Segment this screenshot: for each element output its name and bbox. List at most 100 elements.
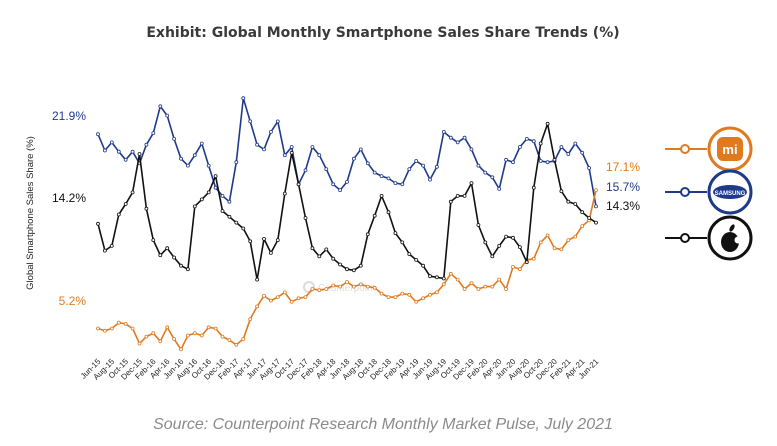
apple-point: [296, 182, 301, 187]
xiaomi-point: [351, 284, 356, 289]
svg-text:mi: mi: [722, 142, 737, 157]
xiaomi-point: [123, 321, 128, 326]
apple-point: [172, 255, 177, 260]
watermark-text: Counterpoint: [318, 283, 375, 294]
apple-point: [504, 234, 509, 239]
legend-item-apple: [665, 215, 753, 261]
xiaomi-point: [199, 333, 204, 338]
apple-point: [448, 199, 453, 204]
apple-point: [524, 260, 529, 265]
apple-point: [103, 248, 107, 253]
xiaomi-point: [421, 296, 426, 301]
xiaomi-point: [566, 238, 571, 243]
apple-point: [262, 236, 266, 241]
samsung-point: [241, 96, 246, 101]
xiaomi-point: [448, 271, 453, 276]
apple-point: [511, 235, 515, 240]
xiaomi-point: [179, 347, 183, 352]
samsung-point: [220, 193, 225, 198]
apple-point: [538, 141, 543, 146]
apple-point: [310, 246, 315, 251]
xiaomi-point: [580, 224, 585, 229]
samsung-series: [96, 96, 598, 209]
apple-point: [317, 254, 322, 259]
xiaomi-first-label: 5.2%: [59, 294, 87, 308]
xiaomi-point: [559, 247, 564, 252]
samsung-point: [213, 185, 218, 190]
xiaomi-point: [386, 295, 391, 300]
samsung-point: [524, 136, 529, 141]
samsung-point: [497, 186, 502, 191]
samsung-point: [386, 176, 391, 181]
apple-point: [227, 214, 232, 219]
xiaomi-point: [310, 287, 315, 291]
apple-point: [241, 226, 246, 231]
xiaomi-point: [158, 339, 163, 344]
samsung-point: [282, 153, 287, 158]
samsung-point: [414, 159, 419, 163]
apple-point: [393, 231, 398, 236]
xiaomi-last-label: 17.1%: [606, 160, 640, 174]
series-layer: [96, 96, 598, 352]
apple-point: [206, 190, 211, 195]
samsung-point: [580, 150, 585, 155]
apple-point: [220, 209, 225, 213]
samsung-point: [262, 147, 266, 152]
apple-point: [255, 277, 260, 282]
xiaomi-point: [96, 326, 100, 331]
samsung-point: [338, 188, 343, 193]
xiaomi-point: [483, 284, 488, 289]
xiaomi-point: [109, 326, 114, 331]
samsung-point: [441, 129, 446, 134]
samsung-point: [476, 163, 481, 168]
xiaomi-point: [365, 284, 370, 289]
legend-item-xiaomi: mi: [665, 126, 753, 172]
samsung-point: [421, 163, 426, 168]
samsung-point: [573, 141, 578, 146]
xiaomi-point: [331, 283, 336, 288]
xiaomi-point: [531, 256, 536, 261]
xiaomi-point: [441, 282, 446, 287]
xiaomi-point: [372, 285, 377, 290]
apple-point: [476, 223, 481, 227]
xiaomi-point: [545, 233, 550, 238]
samsung-point: [192, 153, 197, 158]
xiaomi-point: [234, 342, 239, 347]
samsung-point: [594, 204, 598, 209]
xiaomi-point: [518, 267, 522, 272]
samsung-point: [400, 182, 405, 187]
apple-point: [400, 240, 405, 245]
apple-point: [358, 263, 363, 268]
xiaomi-point: [324, 287, 329, 291]
samsung-point: [345, 179, 349, 184]
samsung-point: [144, 142, 149, 147]
apple-point: [199, 197, 204, 202]
samsung-point: [151, 131, 156, 136]
apple-point: [303, 216, 308, 220]
samsung-point: [185, 163, 190, 168]
apple-point: [566, 199, 571, 204]
apple-point: [345, 267, 349, 272]
source-note: Source: Counterpoint Research Monthly Ma…: [153, 416, 613, 433]
samsung-point: [462, 135, 467, 140]
samsung-point: [587, 166, 591, 170]
samsung-point: [511, 160, 515, 165]
xiaomi-point: [462, 287, 467, 291]
samsung-point: [123, 157, 128, 162]
xiaomi-point: [538, 240, 543, 245]
apple-point: [386, 210, 391, 215]
xiaomi-point: [379, 291, 384, 296]
xiaomi-point: [552, 246, 557, 251]
xiaomi-point: [296, 296, 301, 301]
samsung-point: [531, 139, 536, 144]
samsung-point: [559, 145, 564, 149]
apple-point: [552, 157, 557, 162]
samsung-point: [518, 145, 522, 149]
samsung-point: [310, 145, 315, 149]
apple-point: [518, 245, 522, 250]
apple-point: [324, 247, 329, 252]
apple-point: [573, 202, 578, 206]
xiaomi-point: [317, 288, 322, 293]
apple-first-label: 14.2%: [52, 191, 86, 205]
xiaomi-point: [241, 337, 246, 341]
